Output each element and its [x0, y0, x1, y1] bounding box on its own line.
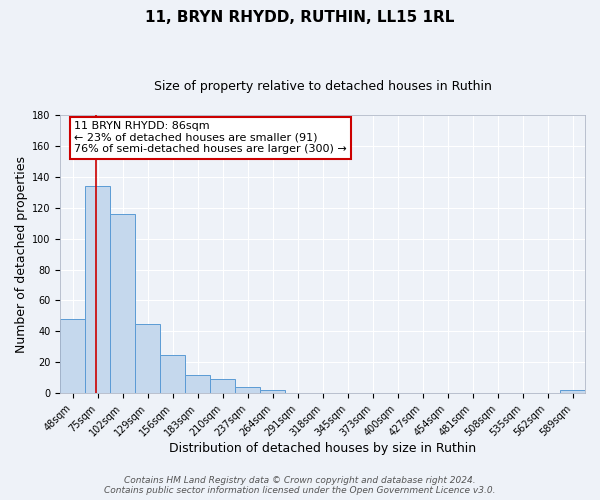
Y-axis label: Number of detached properties: Number of detached properties	[15, 156, 28, 352]
Bar	[260, 390, 285, 393]
X-axis label: Distribution of detached houses by size in Ruthin: Distribution of detached houses by size …	[169, 442, 476, 455]
Bar	[110, 214, 136, 393]
Text: 11 BRYN RHYDD: 86sqm
← 23% of detached houses are smaller (91)
76% of semi-detac: 11 BRYN RHYDD: 86sqm ← 23% of detached h…	[74, 121, 347, 154]
Text: 11, BRYN RHYDD, RUTHIN, LL15 1RL: 11, BRYN RHYDD, RUTHIN, LL15 1RL	[145, 10, 455, 25]
Bar	[85, 186, 110, 393]
Bar	[160, 354, 185, 393]
Text: Contains HM Land Registry data © Crown copyright and database right 2024.
Contai: Contains HM Land Registry data © Crown c…	[104, 476, 496, 495]
Bar	[560, 390, 585, 393]
Bar	[185, 374, 210, 393]
Bar	[61, 319, 85, 393]
Bar	[136, 324, 160, 393]
Bar	[210, 380, 235, 393]
Bar	[235, 387, 260, 393]
Title: Size of property relative to detached houses in Ruthin: Size of property relative to detached ho…	[154, 80, 491, 93]
